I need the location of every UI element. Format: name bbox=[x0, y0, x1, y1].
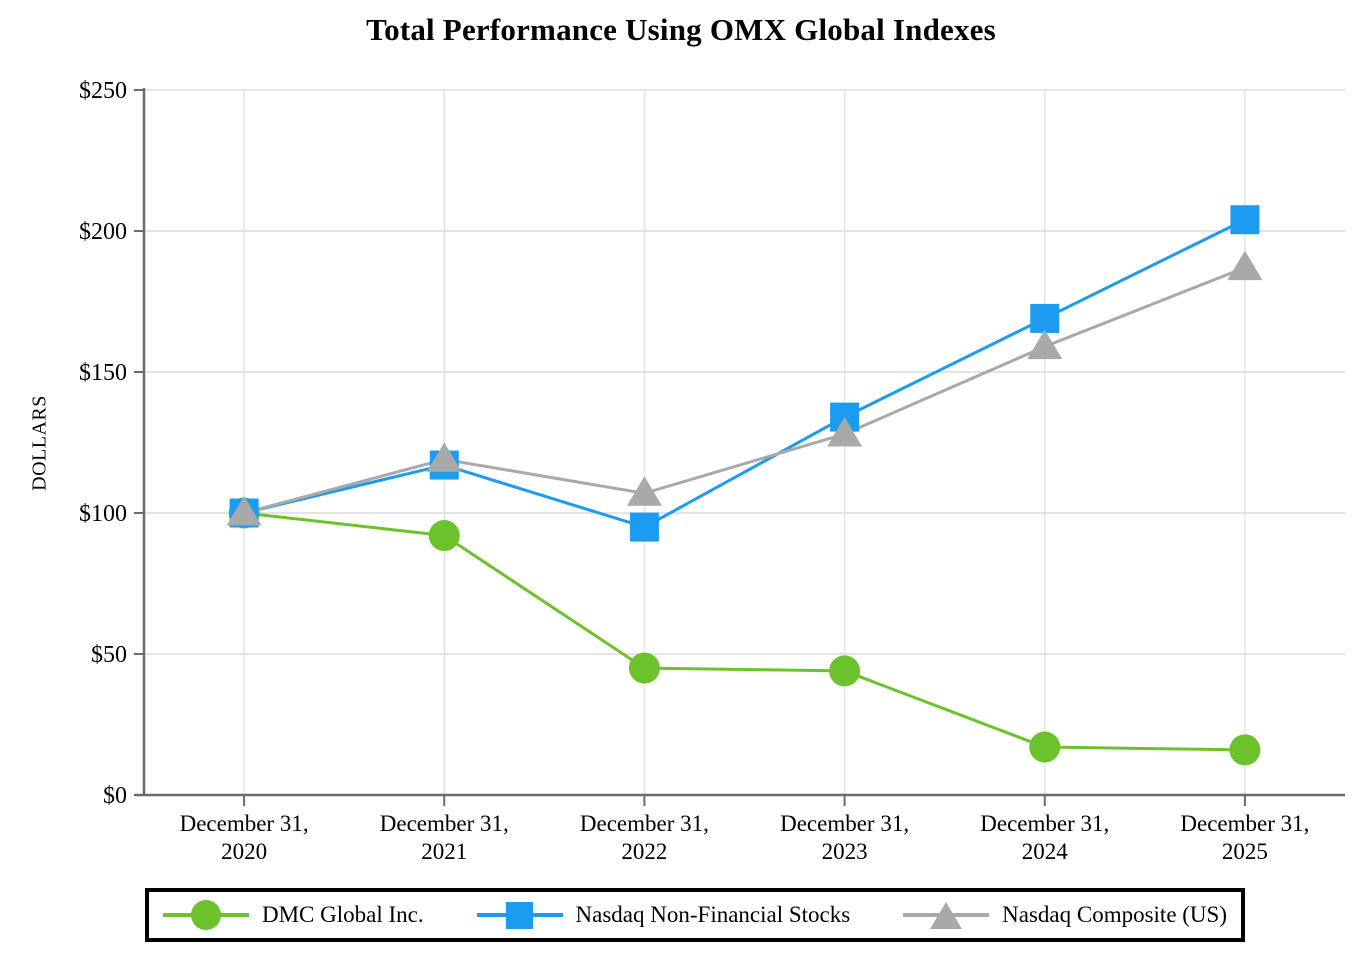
triangle-marker bbox=[827, 417, 863, 447]
line-nasdaq-composite-us bbox=[243, 266, 1246, 515]
line-nasdaq-non-financial-stocks bbox=[243, 218, 1246, 529]
x-tick-label-line2: 2023 bbox=[822, 839, 868, 864]
chart-title: Total Performance Using OMX Global Index… bbox=[366, 12, 996, 47]
axes bbox=[134, 88, 1345, 806]
triangle-marker bbox=[1227, 250, 1263, 281]
triangle-marker bbox=[626, 476, 662, 506]
legend-circle-marker-icon bbox=[163, 897, 249, 933]
legend-item-dmc-global: DMC Global Inc. bbox=[163, 897, 424, 933]
x-tick-label-line1: December 31, bbox=[580, 811, 709, 836]
circle-marker bbox=[1029, 731, 1061, 763]
x-tick-labels: December 31, 2020 December 31, 2021 December… bbox=[180, 811, 1310, 864]
x-tick-label-line1: December 31, bbox=[1180, 811, 1309, 836]
series-markers-nasdaq-composite-us bbox=[226, 250, 1263, 526]
y-tick-label: $0 bbox=[103, 783, 127, 809]
y-tick-label: $150 bbox=[79, 360, 127, 386]
legend-label-nasdaq-composite: Nasdaq Composite (US) bbox=[1002, 902, 1227, 927]
series-line-dmc-global-inc bbox=[243, 511, 1245, 752]
circle-icon bbox=[191, 900, 221, 930]
y-tick-labels: $250 $200 $150 $100 $50 $0 bbox=[79, 78, 127, 809]
triangle-marker bbox=[226, 496, 262, 526]
v-gridlines bbox=[243, 90, 1246, 795]
legend-item-nasdaq-composite: Nasdaq Composite (US) bbox=[903, 897, 1227, 933]
legend-label-nasdaq-nonfinancial: Nasdaq Non-Financial Stocks bbox=[575, 902, 851, 927]
series-markers-dmc-global-inc bbox=[228, 497, 1261, 766]
x-tick-label-line1: December 31, bbox=[380, 811, 509, 836]
legend-item-nasdaq-nonfinancial: Nasdaq Non-Financial Stocks bbox=[476, 897, 851, 933]
square-marker bbox=[629, 512, 659, 542]
series-markers-nasdaq-non-financial-stocks bbox=[229, 205, 1260, 542]
legend: DMC Global Inc. Nasdaq Non-Financial Sto… bbox=[145, 888, 1245, 942]
triangle-marker bbox=[426, 442, 462, 472]
square-marker bbox=[1230, 205, 1260, 235]
circle-marker bbox=[1229, 734, 1261, 766]
series-line-nasdaq-composite-us bbox=[243, 266, 1246, 515]
x-tick-label-line2: 2021 bbox=[421, 839, 467, 864]
triangle-icon bbox=[930, 901, 963, 929]
x-tick-label-line1: December 31, bbox=[180, 811, 309, 836]
y-tick-label: $100 bbox=[79, 501, 127, 527]
square-marker bbox=[1030, 303, 1060, 333]
x-tick-label-line1: December 31, bbox=[980, 811, 1109, 836]
x-tick-label-line1: December 31, bbox=[780, 811, 909, 836]
x-tick-label-line2: 2020 bbox=[221, 839, 267, 864]
circle-marker bbox=[628, 652, 660, 684]
legend-triangle-marker-icon bbox=[903, 897, 990, 933]
series-line-nasdaq-non-financial-stocks bbox=[243, 218, 1246, 529]
x-tick-label-line2: 2024 bbox=[1022, 839, 1069, 864]
y-tick-label: $50 bbox=[91, 642, 127, 668]
legend-label-dmc-global: DMC Global Inc. bbox=[262, 902, 424, 927]
line-dmc-global-inc bbox=[243, 511, 1245, 752]
y-tick-label: $200 bbox=[79, 219, 127, 245]
triangle-marker bbox=[1027, 329, 1063, 360]
circle-marker bbox=[428, 520, 460, 552]
circle-marker bbox=[829, 655, 861, 687]
y-tick-label: $250 bbox=[79, 78, 127, 104]
x-tick-label-line2: 2025 bbox=[1222, 839, 1268, 864]
legend-square-marker-icon bbox=[476, 897, 563, 933]
x-tick-label-line2: 2022 bbox=[621, 839, 667, 864]
h-gridlines bbox=[144, 89, 1345, 655]
square-icon bbox=[506, 901, 534, 929]
